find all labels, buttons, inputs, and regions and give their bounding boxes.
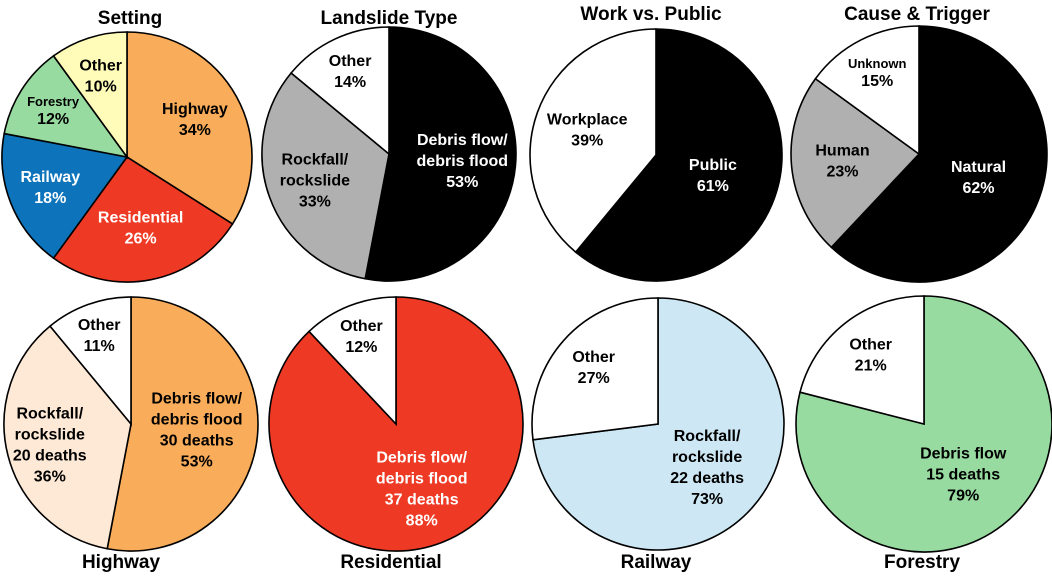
- pie-label-setting-railway: Railway 18%: [21, 169, 81, 207]
- pie-label-work-vs-public-workplace: Workplace 39%: [547, 112, 628, 150]
- pie-slice-residential-debris-flow: [268, 296, 524, 552]
- pie-label-setting-forestry: Forestry 12%: [27, 94, 80, 128]
- pie-slice-cause-trigger-human: [790, 77, 921, 249]
- pie-slice-highway-rockfall: [3, 325, 132, 550]
- pie-slice-setting-other: [52, 31, 128, 160]
- pie-title-railway: Railway: [621, 552, 692, 573]
- pie-label-work-vs-public-public: Public 61%: [689, 157, 737, 195]
- pie-work-vs-public: Work vs. Public Public 61% Workplace 39%: [529, 4, 783, 282]
- pie-label-landslide-type-rockfall: Rockfall/rockslide 33%: [280, 152, 350, 211]
- pie-title-cause-trigger: Cause & Trigger: [844, 4, 990, 25]
- pie-cause-trigger: Cause & Trigger Natural 62% Human 23% Unknown…: [790, 4, 1048, 283]
- pie-title-landslide-type: Landslide Type: [321, 8, 458, 29]
- pie-slice-landslide-type-other: [290, 26, 390, 156]
- pie-label-setting-highway: Highway 34%: [162, 101, 228, 139]
- pie-label-residential-debris-flow: Debris flow/debris flood 37 deaths 88%: [376, 449, 468, 529]
- pie-title-forestry: Forestry: [884, 552, 960, 573]
- pie-title-highway: Highway: [82, 552, 161, 573]
- pie-slice-cause-trigger-unknown: [814, 25, 920, 156]
- pie-label-forestry-other: Other 21%: [849, 337, 892, 375]
- pie-label-setting-other: Other 10%: [79, 58, 122, 96]
- pie-label-railway-other: Other 27%: [572, 349, 615, 387]
- pie-label-cause-trigger-unknown: Unknown 15%: [848, 56, 907, 90]
- pie-label-highway-debris-flow: Debris flow/debris flood 30 deaths 53%: [151, 391, 243, 471]
- pie-label-highway-other: Other 11%: [78, 317, 121, 355]
- pie-label-cause-trigger-human: Human 23%: [815, 143, 869, 181]
- pie-landslide-type: Landslide Type Debris flow/debris flood 53…: [261, 8, 517, 282]
- pie-slice-setting-railway: [1, 132, 129, 260]
- pie-highway: Highway Debris flow/debris flood 30 deaths…: [3, 296, 259, 573]
- pie-slice-highway-debris-flow: [106, 296, 259, 552]
- pie-residential: Residential Debris flow/debris flood 37 de…: [268, 296, 524, 573]
- pie-slice-railway-other: [531, 297, 659, 441]
- pie-slice-forestry-other: [799, 295, 925, 426]
- pie-setting: Setting Highway 34% Residential 26% Railway 18…: [1, 8, 253, 283]
- pie-slice-setting-forestry: [3, 54, 129, 159]
- pie-title-work-vs-public: Work vs. Public: [580, 4, 722, 25]
- pie-slice-work-vs-public-workplace: [529, 28, 657, 254]
- pie-railway: Railway Rockfall/rockslide 22 deaths 73% Oth…: [531, 297, 785, 573]
- pie-label-highway-rockfall: Rockfall/rockslide 20 deaths 36%: [13, 405, 87, 485]
- pie-label-cause-trigger-natural: Natural 62%: [951, 159, 1006, 197]
- pie-label-setting-residential: Residential 26%: [98, 210, 183, 248]
- pie-slice-setting-residential: [52, 155, 234, 283]
- pie-label-landslide-type-debris-flow: Debris flow/debris flood 53%: [417, 132, 509, 191]
- pie-slice-highway-other: [48, 296, 132, 427]
- pie-forestry: Forestry Debris flow 15 deaths 79% Other 21%: [795, 295, 1052, 573]
- pie-label-landslide-type-other: Other 14%: [329, 53, 372, 91]
- pie-slice-residential-other: [307, 296, 397, 427]
- pie-slice-cause-trigger-natural: [830, 25, 1048, 283]
- pie-label-forestry-debris-flow: Debris flow 15 deaths 79%: [920, 446, 1007, 505]
- pie-label-residential-other: Other 12%: [340, 318, 383, 356]
- pie-slice-landslide-type-debris-flow: [364, 26, 517, 282]
- pie-title-residential: Residential: [340, 552, 441, 573]
- pie-label-railway-rockfall: Rockfall/rockslide 22 deaths 73%: [670, 428, 744, 508]
- pie-slice-work-vs-public-public: [574, 28, 783, 282]
- pie-title-setting: Setting: [98, 8, 162, 29]
- pie-slice-landslide-type-rockfall: [261, 71, 390, 280]
